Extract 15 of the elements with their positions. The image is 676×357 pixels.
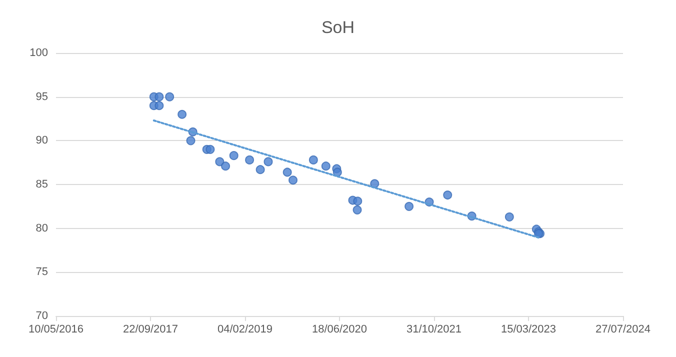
y-tick-label: 85: [36, 178, 48, 190]
x-tick-label: 18/06/2020: [312, 324, 368, 336]
x-tick-label: 31/10/2021: [406, 324, 462, 336]
x-tick-label: 04/02/2019: [217, 324, 273, 336]
x-tick-label: 22/09/2017: [122, 324, 178, 336]
x-tick-label: 27/07/2024: [595, 324, 651, 336]
y-tick-label: 95: [36, 90, 48, 103]
x-tick-label: 10/05/2016: [28, 324, 84, 336]
y-tick-label: 75: [36, 266, 48, 278]
x-tick-label: 15/03/2023: [500, 324, 556, 336]
y-tick-label: 100: [30, 47, 48, 59]
y-tick-label: 90: [36, 134, 48, 147]
y-tick-label: 70: [36, 310, 48, 322]
chart-title: SoH: [321, 18, 355, 37]
y-tick-label: 80: [36, 222, 48, 234]
